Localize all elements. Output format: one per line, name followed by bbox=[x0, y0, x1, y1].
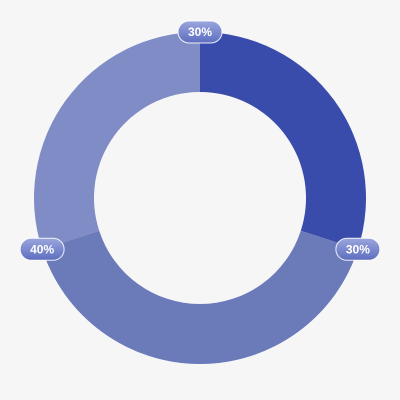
donut-slice-2[interactable] bbox=[42, 230, 358, 365]
donut-slice-1[interactable] bbox=[200, 32, 367, 250]
slice-label-3: 30% bbox=[177, 20, 223, 44]
slice-label-1: 30% bbox=[335, 237, 381, 261]
slice-label-text: 40% bbox=[30, 242, 54, 256]
slice-label-text: 30% bbox=[188, 25, 212, 39]
slice-label-text: 30% bbox=[346, 242, 370, 256]
slice-label-2: 40% bbox=[19, 237, 65, 261]
donut-slice-3[interactable] bbox=[33, 32, 201, 250]
slice-label-pill bbox=[19, 237, 65, 261]
slice-label-pill bbox=[335, 237, 381, 261]
slices-layer bbox=[33, 32, 367, 365]
slice-label-pill bbox=[177, 20, 223, 44]
labels-layer: 30% 40% 30% bbox=[19, 20, 381, 261]
